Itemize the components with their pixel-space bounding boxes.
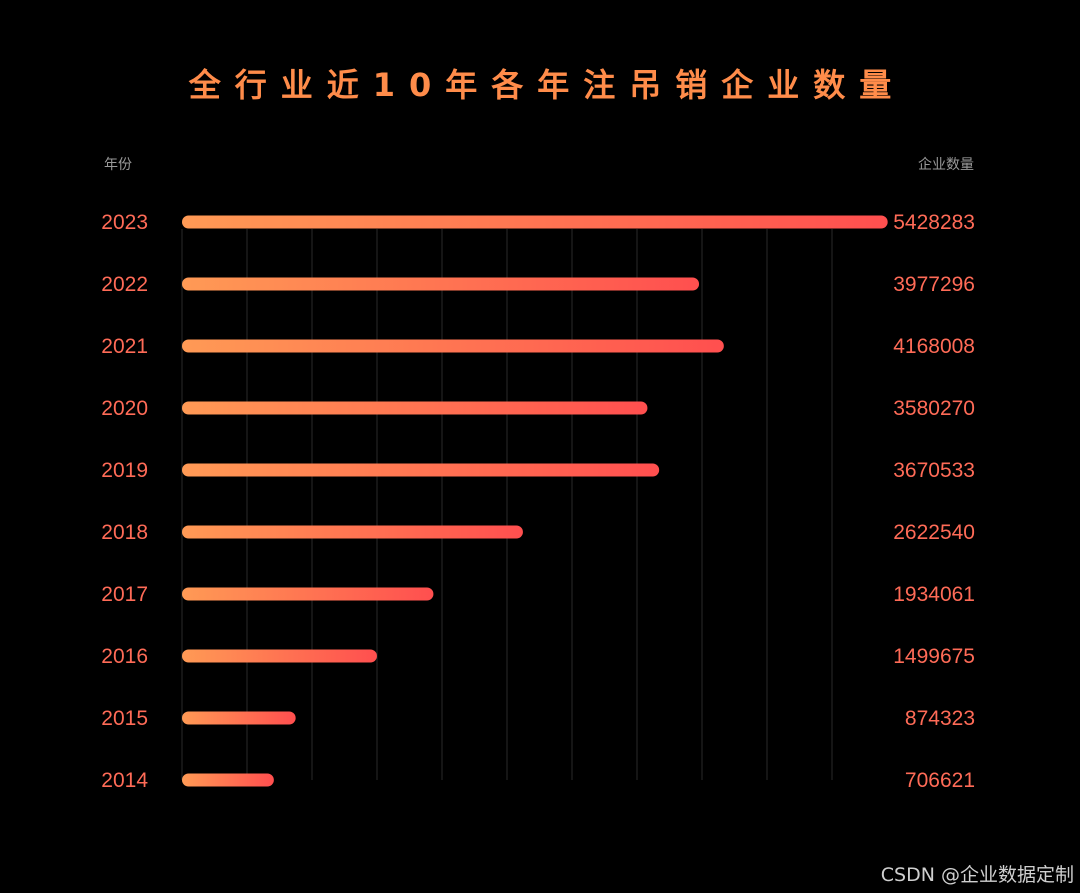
bar-2019 [182,463,660,477]
value-label-2019: 3670533 [893,459,975,482]
bar-2015 [182,711,296,725]
bar-2017 [182,587,434,601]
bars [182,215,888,787]
year-label-2023: 2023 [101,211,148,234]
year-label-2019: 2019 [101,459,148,482]
value-label-2021: 4168008 [893,335,975,358]
value-label-2020: 3580270 [893,397,975,420]
bar-2022 [182,277,700,291]
year-label-2020: 2020 [101,397,148,420]
year-label-2018: 2018 [101,521,148,544]
bar-2018 [182,525,523,539]
year-label-2015: 2015 [101,707,148,730]
watermark: CSDN @企业数据定制 [880,864,1074,886]
year-label-2017: 2017 [101,583,148,606]
year-label-2016: 2016 [101,645,148,668]
bar-2020 [182,401,648,415]
value-label-2023: 5428283 [893,211,975,234]
year-label-2021: 2021 [101,335,148,358]
bar-2023 [182,215,888,229]
bar-2016 [182,649,377,663]
value-label-2014: 706621 [905,769,975,792]
value-label-2017: 1934061 [893,583,975,606]
chart-title: 全行业近10年各年注吊销企业数量 [188,66,906,104]
year-labels: 2023 2022 2021 2020 2019 2018 2017 2016 2015 2014 [101,211,148,792]
value-label-2018: 2622540 [893,521,975,544]
year-label-2022: 2022 [101,273,148,296]
value-labels: 5428283 3977296 4168008 3580270 3670533 26225… [893,211,975,792]
value-label-2015: 874323 [905,707,975,730]
value-label-2016: 1499675 [893,645,975,668]
bar-2014 [182,773,274,787]
year-label-2014: 2014 [101,769,148,792]
value-label-2022: 3977296 [893,273,975,296]
count-column-header: 企业数量 [918,157,974,173]
gridlines [181,229,833,780]
year-column-header: 年份 [104,157,132,173]
bar-2021 [182,339,724,353]
